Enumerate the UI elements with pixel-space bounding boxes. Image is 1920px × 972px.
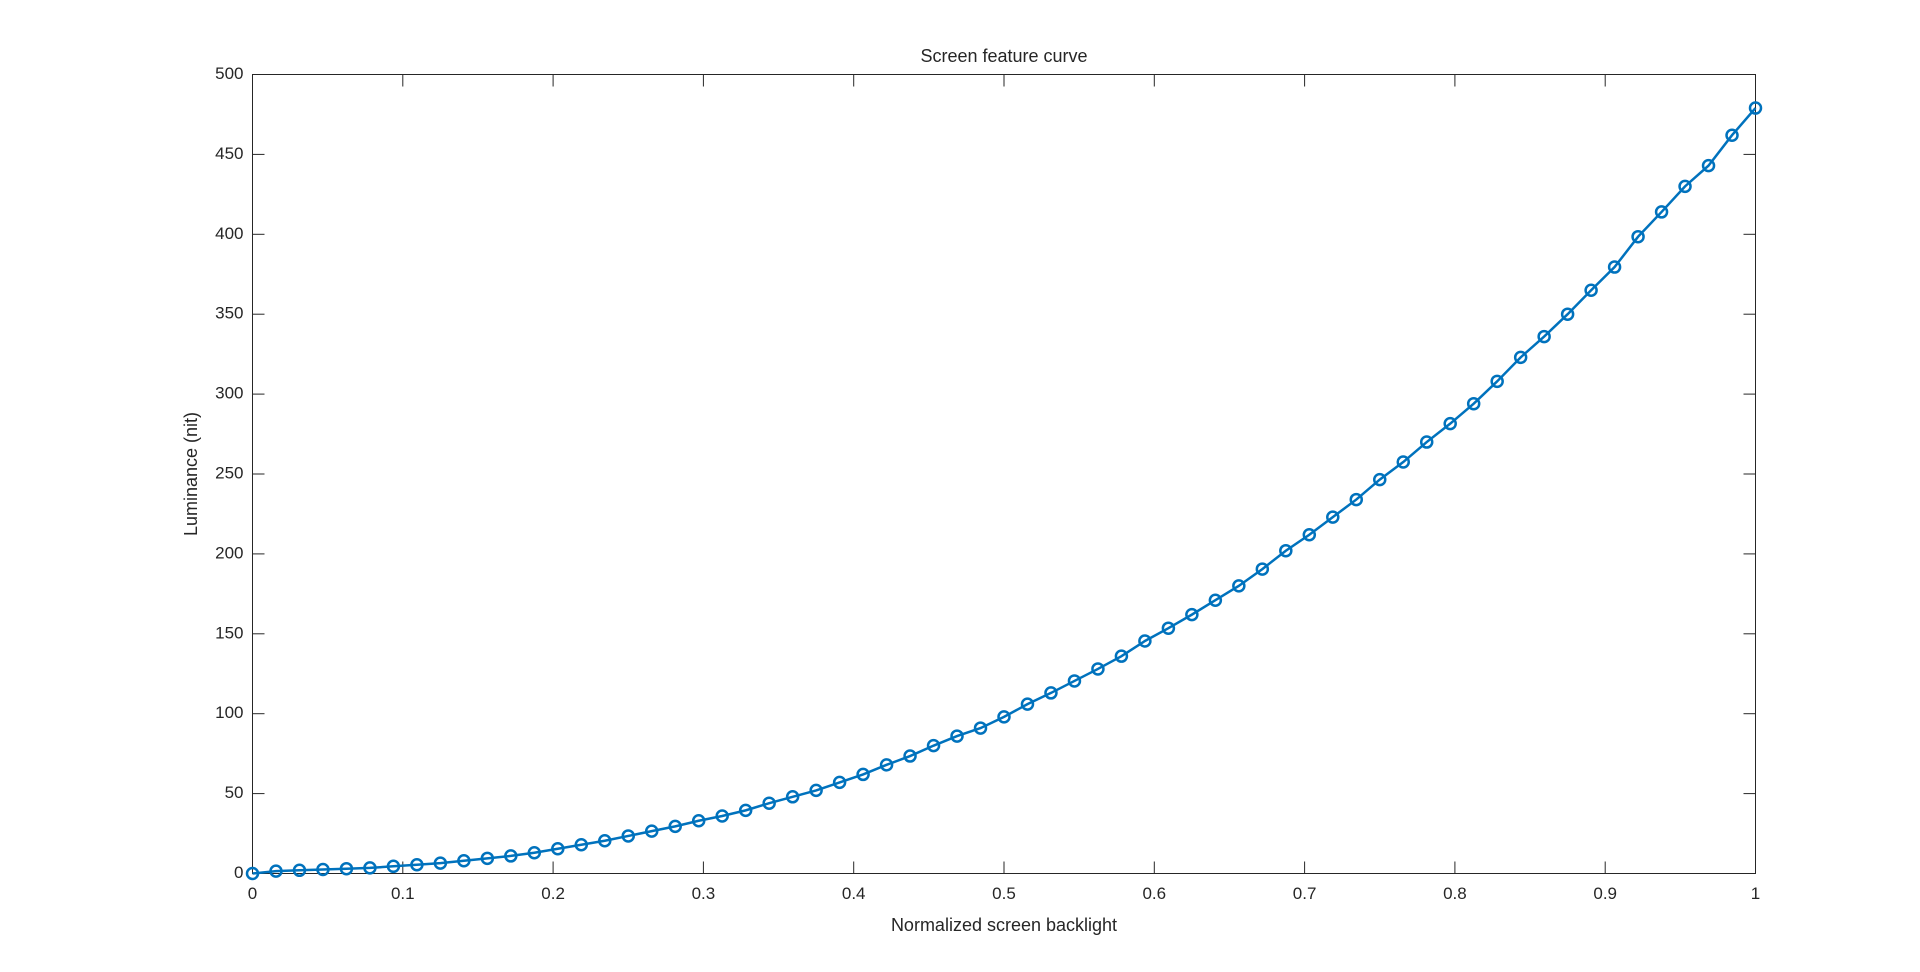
marker (292, 863, 307, 878)
marker (715, 809, 729, 823)
marker (245, 866, 260, 881)
x-tick-label: 0.9 (1593, 884, 1617, 903)
marker (1654, 205, 1669, 219)
y-tick-label: 350 (215, 304, 243, 323)
y-tick-label: 0 (234, 863, 243, 882)
marker (480, 851, 495, 866)
marker (1701, 158, 1716, 173)
marker (598, 833, 612, 848)
marker (1396, 455, 1410, 469)
marker (1560, 307, 1575, 321)
marker (691, 814, 706, 828)
marker (339, 861, 354, 876)
y-tick-label: 500 (215, 64, 243, 83)
marker (738, 803, 753, 818)
marker (1443, 416, 1457, 431)
x-tick-label: 0.6 (1142, 884, 1166, 903)
x-tick-label: 1 (1751, 884, 1760, 903)
marker (1537, 329, 1551, 344)
y-tick-label: 450 (215, 144, 243, 163)
marker (950, 729, 964, 743)
marker (1678, 179, 1692, 194)
marker (997, 710, 1011, 724)
marker (1185, 607, 1199, 622)
marker (856, 767, 870, 782)
y-tick-label: 100 (215, 703, 243, 722)
marker (363, 861, 377, 875)
x-tick-label: 0.4 (842, 884, 866, 903)
marker (504, 849, 518, 863)
marker (621, 829, 635, 843)
x-tick-label: 0.1 (391, 884, 415, 903)
marker (1138, 634, 1152, 648)
y-tick-label: 150 (215, 623, 243, 642)
y-tick-label: 50 (225, 783, 244, 802)
marker (1020, 697, 1035, 711)
marker (879, 758, 894, 772)
marker (1725, 128, 1739, 142)
marker (386, 859, 401, 874)
marker (1748, 101, 1763, 115)
axes-box (252, 74, 1756, 874)
marker (644, 824, 659, 838)
marker (1373, 472, 1387, 487)
marker (1631, 229, 1645, 244)
y-axis-label: Luminance (nit) (181, 412, 201, 536)
marker (1349, 492, 1364, 507)
marker (1255, 562, 1270, 576)
marker (1326, 510, 1340, 524)
x-tick-label: 0 (248, 884, 257, 903)
marker (926, 738, 941, 753)
marker (1419, 435, 1434, 449)
chart-title: Screen feature curve (920, 46, 1087, 66)
marker (1114, 649, 1129, 663)
y-tick-label: 400 (215, 224, 243, 243)
marker (668, 819, 682, 834)
marker (457, 853, 471, 868)
x-tick-label: 0.7 (1293, 884, 1317, 903)
x-tick-label: 0.5 (992, 884, 1016, 903)
marker (1044, 686, 1058, 700)
marker (1279, 543, 1293, 558)
y-tick-label: 250 (215, 463, 243, 482)
marker (903, 749, 917, 763)
marker (1091, 662, 1105, 676)
y-tick-label: 200 (215, 543, 243, 562)
x-tick-label: 0.3 (692, 884, 716, 903)
marker (1490, 374, 1504, 389)
y-tick-label: 300 (215, 384, 243, 403)
x-axis-label: Normalized screen backlight (891, 915, 1117, 935)
line (252, 107, 1757, 875)
marker (574, 837, 589, 852)
marker (1302, 527, 1317, 542)
marker (527, 845, 542, 860)
marker (832, 775, 847, 790)
marker (410, 857, 424, 872)
marker (973, 721, 988, 735)
marker (316, 862, 330, 877)
marker (1607, 260, 1622, 274)
marker (551, 841, 565, 856)
marker (269, 864, 283, 878)
marker (1208, 593, 1223, 607)
marker (1067, 674, 1082, 688)
marker (1513, 350, 1528, 365)
marker (762, 796, 776, 810)
marker (1584, 283, 1598, 297)
marker (433, 856, 448, 870)
marker (1232, 579, 1246, 593)
x-tick-label: 0.8 (1443, 884, 1467, 903)
marker (809, 783, 823, 798)
marker (1161, 621, 1176, 635)
marker (785, 790, 800, 804)
x-tick-label: 0.2 (541, 884, 565, 903)
marker (1466, 396, 1481, 411)
